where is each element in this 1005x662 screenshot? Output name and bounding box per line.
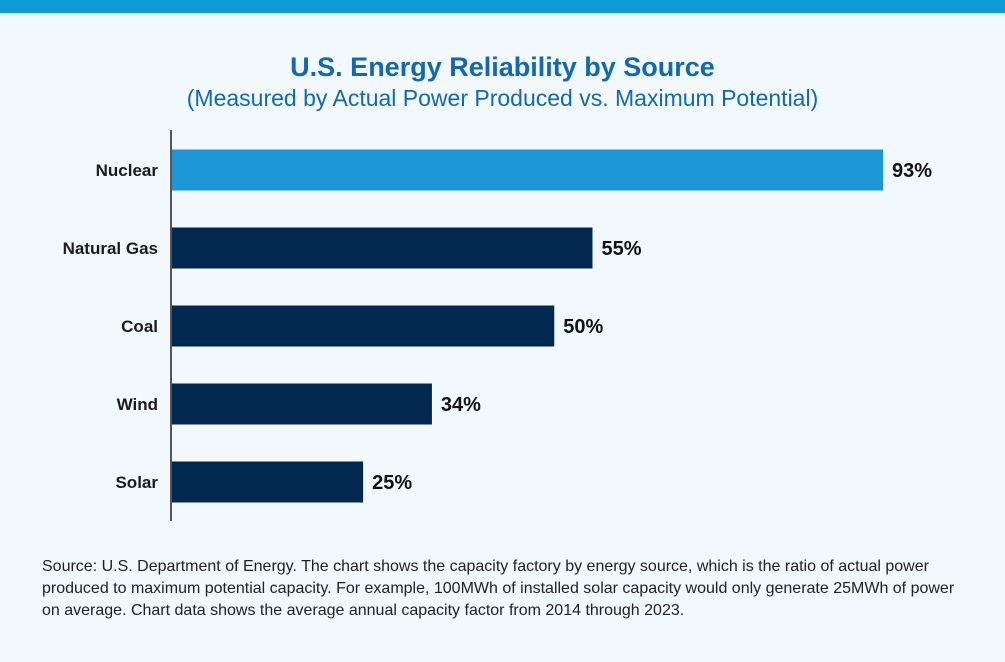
bar-coal [172,305,555,347]
value-label-natural-gas: 55% [601,238,641,260]
value-label-nuclear: 93% [892,160,932,182]
chart-title: U.S. Energy Reliability by Source [290,52,715,82]
source-note: Source: U.S. Department of Energy. The c… [42,558,955,619]
bar-chart: Nuclear 93% Natural Gas 55% Coal 50% Wind 34% So… [63,130,932,521]
value-label-coal: 50% [563,316,603,338]
category-label-coal: Coal [121,317,158,336]
bar-natural-gas [172,227,593,269]
value-label-solar: 25% [372,472,412,494]
top-accent-band [0,0,1005,13]
category-label-natural-gas: Natural Gas [63,239,158,258]
bar-nuclear [172,149,883,191]
value-label-wind: 34% [441,394,481,416]
bar-solar [172,461,364,503]
category-label-wind: Wind [117,395,158,414]
category-label-nuclear: Nuclear [96,161,159,180]
chart-subtitle: (Measured by Actual Power Produced vs. M… [186,85,819,111]
category-label-solar: Solar [115,473,158,492]
bar-wind [172,383,432,425]
